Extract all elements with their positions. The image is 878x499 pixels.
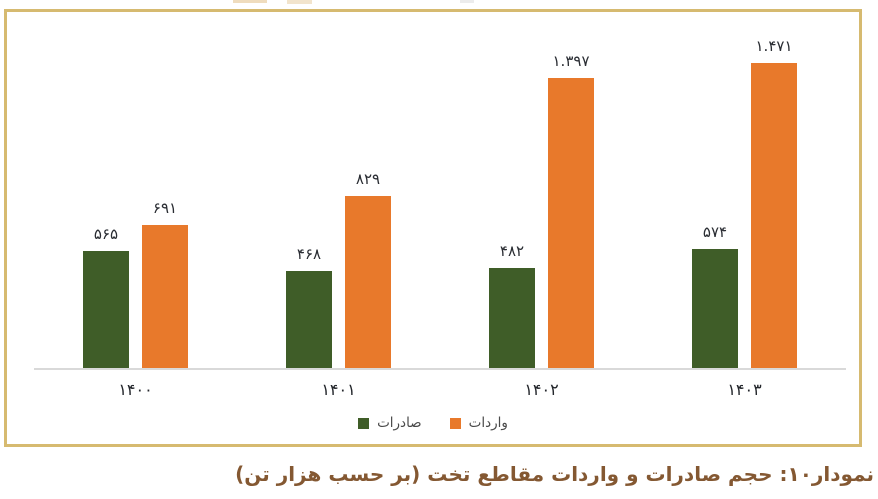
bar-group: ۴۸۲ ۱.۳۹۷ <box>440 12 643 368</box>
legend-label-exports: صادرات <box>377 415 422 431</box>
exports-bar: ۴۸۲ <box>489 242 535 368</box>
top-edge-artifact <box>233 0 267 3</box>
x-axis-label: ۱۴۰۰ <box>118 380 153 399</box>
bar-groups: ۵۶۵ ۶۹۱ ۴۶۸ ۸۲۹ ۴۸۲ ۱.۳۹۷ ۵۷۴ ۱.۴۷۱ <box>34 12 846 368</box>
x-axis-label: ۱۴۰۱ <box>321 380 356 399</box>
bar-group: ۵۷۴ ۱.۴۷۱ <box>643 12 846 368</box>
exports-value-label: ۴۶۸ <box>296 245 322 263</box>
top-edge-artifact <box>460 0 474 3</box>
bar-group: ۵۶۵ ۶۹۱ <box>34 12 237 368</box>
legend-swatch-imports <box>449 417 461 429</box>
plot-area: ۵۶۵ ۶۹۱ ۴۶۸ ۸۲۹ ۴۸۲ ۱.۳۹۷ ۵۷۴ ۱.۴۷۱ <box>34 12 846 368</box>
chart-legend: صادرات واردات <box>7 415 859 431</box>
exports-bar: ۵۶۵ <box>83 225 129 368</box>
exports-value-label: ۴۸۲ <box>499 242 525 260</box>
bar-group: ۴۶۸ ۸۲۹ <box>237 12 440 368</box>
legend-label-imports: واردات <box>468 415 508 431</box>
exports-bar: ۵۷۴ <box>692 223 738 368</box>
x-axis-labels: ۱۴۰۰ ۱۴۰۱ ۱۴۰۲ ۱۴۰۳ <box>34 380 846 399</box>
exports-value-label: ۵۶۵ <box>93 225 119 243</box>
chart-caption: نمودار۱۰: حجم صادرات و واردات مقاطع تخت … <box>235 462 874 486</box>
x-axis-label: ۱۴۰۳ <box>727 380 762 399</box>
imports-value-label: ۶۹۱ <box>152 199 178 217</box>
x-axis-label: ۱۴۰۲ <box>524 380 559 399</box>
exports-bar: ۴۶۸ <box>286 245 332 368</box>
legend-item-imports: واردات <box>449 415 508 431</box>
imports-bar: ۱.۳۹۷ <box>548 52 594 368</box>
x-axis-line <box>34 368 846 370</box>
top-edge-artifact <box>287 0 312 4</box>
imports-bar: ۱.۴۷۱ <box>751 37 797 368</box>
imports-value-label: ۱.۳۹۷ <box>552 52 590 70</box>
legend-item-exports: صادرات <box>358 415 422 431</box>
exports-value-label: ۵۷۴ <box>702 223 728 241</box>
legend-swatch-exports <box>358 417 370 429</box>
imports-value-label: ۸۲۹ <box>355 170 381 188</box>
imports-bar: ۶۹۱ <box>142 199 188 368</box>
imports-value-label: ۱.۴۷۱ <box>755 37 793 55</box>
imports-bar: ۸۲۹ <box>345 170 391 368</box>
chart-frame: ۵۶۵ ۶۹۱ ۴۶۸ ۸۲۹ ۴۸۲ ۱.۳۹۷ ۵۷۴ ۱.۴۷۱ ۱۴۰۰ ۱۴۰۱ ۱۴۰… <box>4 9 862 447</box>
